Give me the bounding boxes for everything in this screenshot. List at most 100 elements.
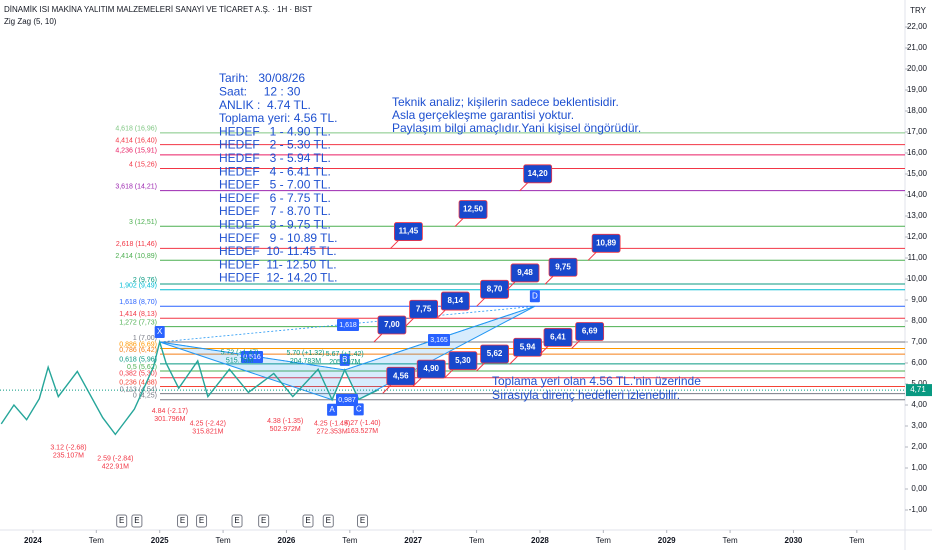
- fib-label: 2 (9,76): [133, 277, 157, 284]
- target-box: [510, 263, 540, 283]
- event-label: E: [360, 516, 365, 525]
- pivot-label: 4.25 (-1.45): [314, 421, 350, 428]
- pivot-volume: 272.353M: [317, 429, 348, 436]
- pattern-point-label: X: [157, 327, 163, 336]
- fib-label: 1,618 (8,70): [119, 299, 157, 306]
- pivot-label: 5.70 (+1.32): [286, 350, 324, 357]
- target-box: [480, 344, 509, 364]
- info-line: HEDEF 11- 12.50 TL.: [219, 257, 337, 271]
- target-label: 6,69: [582, 327, 598, 336]
- chart-title: DİNAMİK ISI MAKİNA YALITIM MALZEMELERİ S…: [4, 5, 312, 14]
- event-marker: [302, 514, 314, 528]
- target-box: [523, 164, 553, 184]
- event-marker: [231, 514, 243, 528]
- target-pointer: [571, 340, 580, 349]
- pivot-label: 4.27 (-1.40): [344, 420, 380, 427]
- event-marker: [258, 514, 270, 528]
- y-tick-label: 13,00: [907, 211, 928, 220]
- target-pointer: [405, 317, 414, 327]
- event-label: E: [261, 516, 266, 525]
- event-marker: [357, 514, 369, 528]
- target-label: 4,56: [393, 371, 409, 380]
- fib-label: 2,414 (10,89): [115, 253, 157, 260]
- disclaimer-line: Teknik analiz; kişilerin sadece beklenti…: [392, 95, 619, 109]
- y-tick-label: 0,00: [911, 484, 927, 493]
- x-tick-label: Tem: [216, 536, 231, 545]
- y-tick-label: 20,00: [907, 64, 928, 73]
- pattern-point-label: B: [342, 355, 347, 364]
- info-line: Saat: 12 : 30: [219, 84, 301, 98]
- y-tick-label: -1,00: [909, 505, 928, 514]
- info-line: HEDEF 8 - 9.75 TL.: [219, 217, 331, 231]
- x-tick-label: 2027: [404, 536, 422, 545]
- target-pointer: [412, 377, 422, 387]
- info-line: HEDEF 10- 11.45 TL.: [219, 244, 337, 258]
- info-line: HEDEF 4 - 6.41 TL.: [219, 164, 331, 178]
- y-tick-label: 2,00: [911, 442, 927, 451]
- target-label: 5,62: [487, 349, 503, 358]
- disclaimer-line: Asla gerçekleşme garantisi yoktur.: [392, 108, 574, 122]
- pivot-label: 5.67 (+1.42): [326, 351, 364, 358]
- target-label: 6,41: [550, 332, 566, 341]
- pattern-point: [154, 326, 165, 338]
- fib-label: 0,886 (6,69): [119, 341, 157, 348]
- target-label: 12,50: [463, 205, 484, 214]
- y-tick-label: 8,00: [911, 316, 927, 325]
- fib-label: 1 (7,00): [133, 335, 157, 342]
- y-tick-label: 5,00: [911, 379, 927, 388]
- info-line: HEDEF 5 - 7.00 TL.: [219, 178, 331, 192]
- pattern-point-label: D: [532, 291, 538, 300]
- fib-label: 3 (12,51): [129, 219, 157, 226]
- pattern-point: [529, 290, 540, 303]
- pivot-volume: 315.821M: [192, 429, 223, 436]
- target-pointer: [382, 384, 392, 394]
- pattern-point-label: C: [356, 404, 362, 413]
- target-pointer: [509, 355, 518, 365]
- target-pointer: [519, 182, 529, 192]
- fib-label: 2,618 (11,46): [116, 241, 157, 248]
- info-line: HEDEF 2 - 5.30 TL.: [219, 138, 331, 152]
- y-tick-label: 4,00: [911, 400, 927, 409]
- current-price-label: 4,71: [910, 385, 926, 394]
- ratio-box: [428, 334, 450, 346]
- target-label: 11,45: [399, 227, 419, 236]
- event-label: E: [134, 516, 139, 525]
- pivot-volume: 163.527M: [347, 428, 378, 435]
- y-tick-label: 21,00: [907, 43, 928, 52]
- x-tick-label: Tem: [89, 536, 104, 545]
- event-label: E: [234, 516, 239, 525]
- target-label: 10,89: [596, 238, 617, 247]
- fib-label: 0,786 (6,42): [119, 347, 157, 354]
- pivot-volume: 502.972M: [270, 426, 301, 433]
- target-label: 9,48: [517, 268, 533, 277]
- fib-label: 4,618 (16,96): [115, 126, 157, 133]
- x-tick-label: Tem: [469, 536, 484, 545]
- pivot-volume: 515.75M: [226, 358, 253, 365]
- y-tick-label: 19,00: [907, 85, 928, 94]
- target-box: [377, 315, 407, 335]
- y-tick-label: 6,00: [911, 358, 927, 367]
- target-label: 7,75: [416, 304, 432, 313]
- x-tick-label: 2029: [658, 536, 676, 545]
- y-tick-label: 18,00: [907, 106, 928, 115]
- target-label: 8,14: [448, 296, 464, 305]
- target-pointer: [539, 346, 549, 355]
- y-tick-label: 15,00: [907, 169, 928, 178]
- fib-label: 4,414 (16,40): [115, 137, 157, 144]
- y-tick-label: 3,00: [911, 421, 927, 430]
- event-label: E: [180, 516, 185, 525]
- x-tick-label: Tem: [342, 536, 357, 545]
- ratio-box: [241, 351, 263, 363]
- fib-label: 1,414 (8,13): [119, 311, 157, 318]
- fib-label: 0 (4,25): [133, 393, 157, 400]
- target-pointer: [587, 251, 597, 261]
- x-tick-label: 2030: [785, 536, 803, 545]
- pivot-volume: 235.107M: [53, 452, 84, 459]
- pivot-label: 5.72 (+1.47): [221, 350, 259, 357]
- pivot-volume: 422.91M: [102, 463, 129, 470]
- event-label: E: [305, 516, 310, 525]
- fib-label: 0,236 (4,88): [119, 379, 157, 386]
- pattern-point: [339, 353, 350, 366]
- event-label: E: [119, 516, 124, 525]
